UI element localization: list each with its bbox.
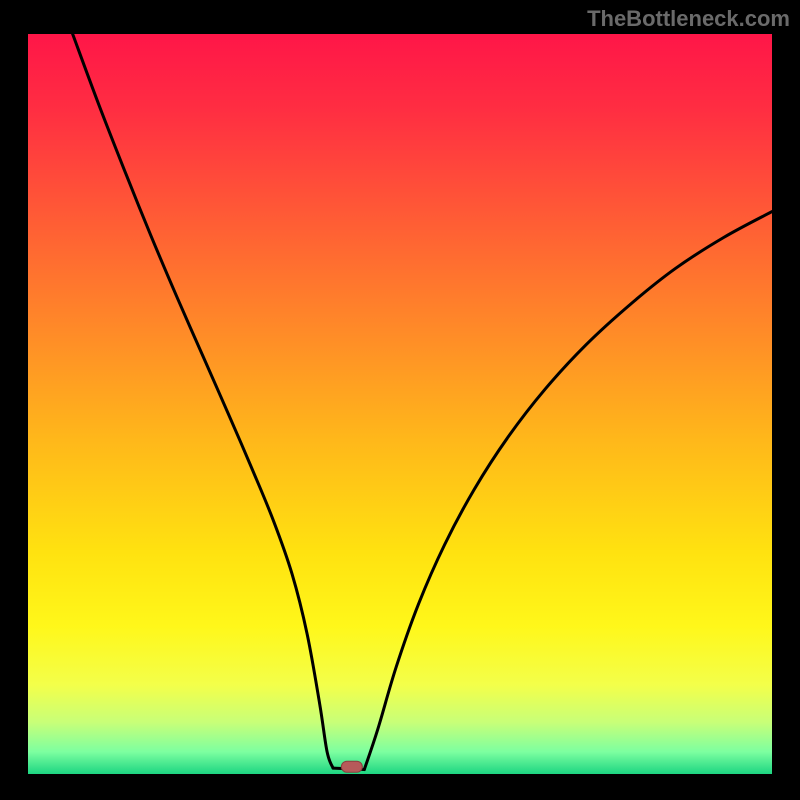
curve-layer [28,34,772,774]
curve-right-branch [364,212,772,770]
curve-left-branch [73,34,333,768]
plot-area [28,34,772,774]
bottleneck-marker [340,760,362,773]
watermark-text: TheBottleneck.com [587,6,790,32]
